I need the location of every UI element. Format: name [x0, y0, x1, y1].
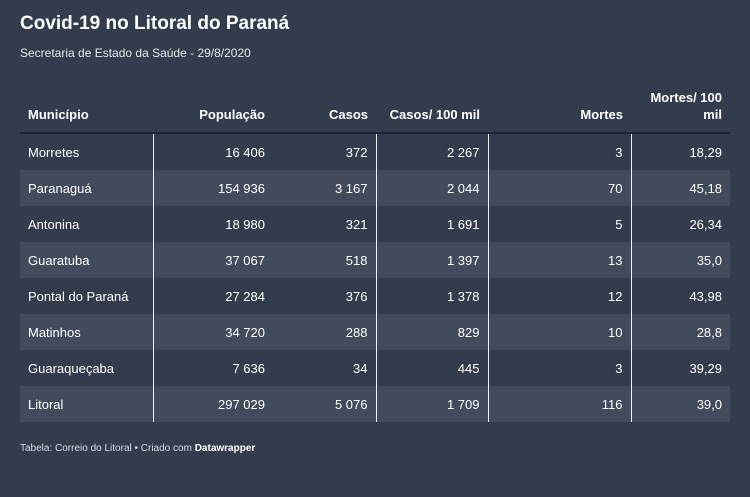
cell-casos: 5 076 [273, 386, 377, 422]
column-header-casos-100mil[interactable]: Casos/ 100 mil [376, 86, 488, 134]
cell-casos: 376 [273, 278, 377, 314]
cell-mortes-100mil: 39,0 [631, 386, 730, 422]
page-subtitle: Secretaria de Estado da Saúde - 29/8/202… [20, 46, 251, 60]
cell-casos-100mil: 1 397 [376, 242, 489, 278]
column-header-mortes-100mil[interactable]: Mortes/ 100 mil [631, 86, 730, 134]
table-header-row: Município População Casos Casos/ 100 mil… [20, 86, 730, 134]
cell-casos: 288 [273, 314, 377, 350]
cell-municipio: Guaratuba [20, 242, 154, 278]
cell-mortes: 5 [488, 206, 632, 242]
cell-mortes-100mil: 26,34 [631, 206, 730, 242]
table-row: Guaratuba 37 067 518 1 397 13 35,0 [20, 242, 730, 278]
cell-casos: 321 [273, 206, 377, 242]
cell-municipio: Matinhos [20, 314, 154, 350]
page-title: Covid-19 no Litoral do Paraná [20, 13, 290, 34]
cell-casos: 518 [273, 242, 377, 278]
footer: Tabela: Correio do Litoral • Criado com … [20, 443, 255, 454]
column-header-mortes[interactable]: Mortes [488, 86, 631, 134]
cell-populacao: 297 029 [153, 386, 273, 422]
table-row: Guaraqueçaba 7 636 34 445 3 39,29 [20, 350, 730, 386]
cell-populacao: 37 067 [153, 242, 273, 278]
cell-mortes: 10 [488, 314, 632, 350]
column-header-municipio[interactable]: Município [20, 86, 153, 134]
footer-tool-link[interactable]: Datawrapper [194, 443, 256, 454]
cell-populacao: 34 720 [153, 314, 273, 350]
table-row: Matinhos 34 720 288 829 10 28,8 [20, 314, 730, 350]
cell-casos: 34 [273, 350, 377, 386]
cell-municipio: Pontal do Paraná [20, 278, 154, 314]
cell-mortes: 3 [488, 133, 632, 170]
cell-municipio: Guaraqueçaba [20, 350, 154, 386]
cell-mortes-100mil: 28,8 [631, 314, 730, 350]
cell-mortes: 12 [488, 278, 632, 314]
column-header-populacao[interactable]: População [153, 86, 273, 134]
cell-mortes-100mil: 35,0 [631, 242, 730, 278]
table-row: Paranaguá 154 936 3 167 2 044 70 45,18 [20, 170, 730, 206]
cell-municipio: Antonina [20, 206, 154, 242]
cell-casos: 3 167 [273, 170, 377, 206]
cell-casos-100mil: 445 [376, 350, 489, 386]
cell-mortes: 13 [488, 242, 632, 278]
cell-populacao: 27 284 [153, 278, 273, 314]
cell-populacao: 16 406 [153, 133, 273, 170]
cell-mortes: 3 [488, 350, 632, 386]
cell-populacao: 18 980 [153, 206, 273, 242]
table-row: Antonina 18 980 321 1 691 5 26,34 [20, 206, 730, 242]
cell-mortes-100mil: 43,98 [631, 278, 730, 314]
table-row: Litoral 297 029 5 076 1 709 116 39,0 [20, 386, 730, 422]
cell-municipio: Paranaguá [20, 170, 154, 206]
cell-populacao: 7 636 [153, 350, 273, 386]
cell-mortes-100mil: 45,18 [631, 170, 730, 206]
cell-casos-100mil: 2 267 [376, 133, 489, 170]
cell-municipio: Litoral [20, 386, 154, 422]
table-row: Pontal do Paraná 27 284 376 1 378 12 43,98 [20, 278, 730, 314]
cell-mortes: 70 [488, 170, 632, 206]
cell-casos-100mil: 829 [376, 314, 489, 350]
cell-populacao: 154 936 [153, 170, 273, 206]
cell-casos-100mil: 1 709 [376, 386, 489, 422]
cell-municipio: Morretes [20, 133, 154, 170]
cell-casos-100mil: 1 378 [376, 278, 489, 314]
cell-casos-100mil: 1 691 [376, 206, 489, 242]
footer-source: Tabela: Correio do Litoral • Criado com [20, 443, 195, 454]
table-row: Morretes 16 406 372 2 267 3 18,29 [20, 133, 730, 170]
cell-mortes-100mil: 18,29 [631, 133, 730, 170]
column-header-casos[interactable]: Casos [273, 86, 376, 134]
cell-casos-100mil: 2 044 [376, 170, 489, 206]
cell-mortes-100mil: 39,29 [631, 350, 730, 386]
cell-casos: 372 [273, 133, 377, 170]
cell-mortes: 116 [488, 386, 632, 422]
data-table: Município População Casos Casos/ 100 mil… [20, 86, 730, 422]
